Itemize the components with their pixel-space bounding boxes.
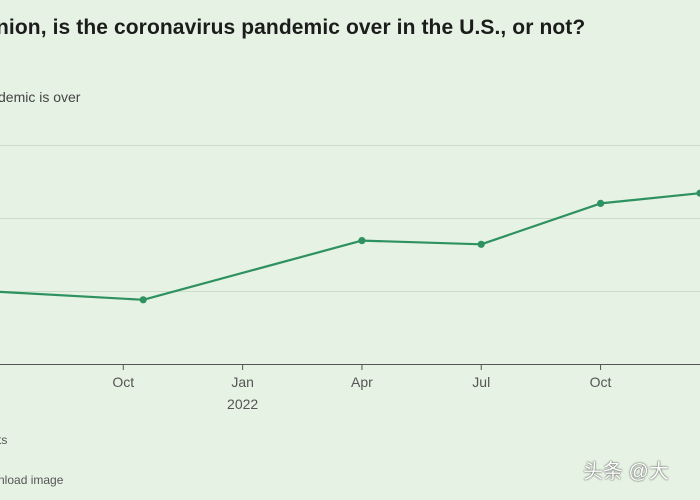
grid-layer <box>0 145 700 365</box>
source-note: ts <box>0 433 8 447</box>
x-tick-year-label: 2022 <box>227 396 258 412</box>
x-tick-label: Apr <box>351 374 373 390</box>
x-tick-label: Oct <box>112 374 134 390</box>
watermark: 头条 @大 <box>583 461 669 483</box>
series-line <box>0 192 700 301</box>
x-tick-label: Jan <box>231 374 254 390</box>
data-point[interactable] <box>358 237 366 245</box>
series-layer <box>0 189 700 304</box>
series-label: demic is over <box>0 89 81 105</box>
x-axis: Oct Jan 2022 Apr Jul Oct <box>112 364 612 412</box>
chart-title: nion, is the coronavirus pandemic over i… <box>0 16 586 39</box>
x-tick-label: Jul <box>472 374 490 390</box>
data-point[interactable] <box>139 296 147 304</box>
data-point[interactable] <box>696 189 700 197</box>
x-tick-label: Oct <box>590 374 612 390</box>
download-image-link[interactable]: nload image <box>0 473 64 487</box>
data-point[interactable] <box>597 199 605 207</box>
data-point[interactable] <box>477 240 485 248</box>
